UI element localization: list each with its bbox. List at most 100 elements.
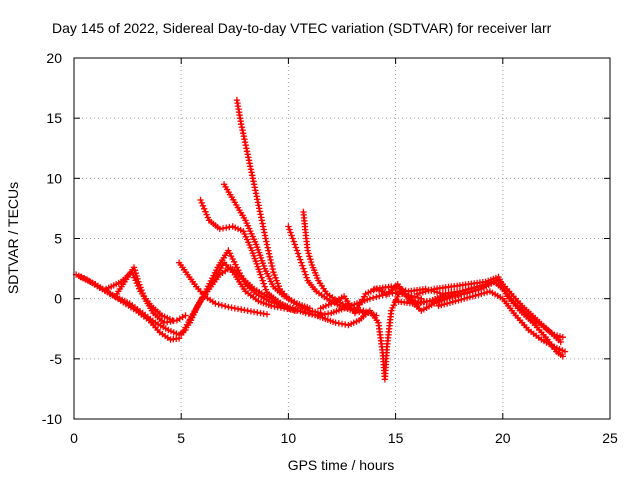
x-tick-label: 20 [495,430,511,446]
y-axis-label: SDTVAR / TECUs [5,182,21,294]
data-point [458,296,465,303]
series-arc-8 [175,259,271,318]
data-point [275,283,282,290]
data-point [304,247,311,254]
data-point [260,226,267,233]
data-point [455,297,462,304]
chart-title: Day 145 of 2022, Sidereal Day-to-day VTE… [52,20,552,36]
data-point [391,284,398,291]
data-point [273,277,280,284]
data-point [132,277,139,284]
data-point [169,317,176,324]
data-point [295,253,303,260]
data-point [416,289,424,297]
data-point [271,271,278,279]
data-point [305,250,312,257]
data-point [478,290,485,298]
data-point [297,256,304,263]
data-point [559,334,566,341]
data-point [288,232,295,239]
data-point [307,256,314,263]
data-point [256,205,263,212]
data-point [263,241,271,248]
data-point [441,301,448,308]
data-point [435,295,442,302]
series-arc-2 [77,273,183,343]
data-point [502,290,510,297]
data-point [129,271,137,279]
data-point [481,289,488,297]
series-arc-19 [413,273,566,360]
data-point [230,258,238,265]
series-layer [72,96,569,383]
y-tick-label: -10 [42,411,62,427]
data-point [260,280,267,287]
data-point [426,297,434,305]
data-point [258,274,265,281]
data-point [289,235,296,242]
data-point [269,265,276,273]
data-point [390,302,397,309]
data-point [265,250,273,257]
data-point [290,238,297,245]
data-point [197,196,204,204]
series-arc-9 [197,196,292,312]
data-point [306,253,313,260]
data-point [203,211,210,218]
data-point [239,127,246,134]
data-point [261,232,269,239]
data-point [238,121,245,128]
data-point [199,202,207,209]
data-point [438,301,445,309]
data-point [299,262,306,269]
data-point [438,294,445,302]
data-point [293,247,301,254]
data-point [243,236,251,243]
data-point [262,286,270,293]
data-point [215,301,222,308]
data-point [441,293,448,301]
data-point [265,247,272,254]
data-point [212,300,219,307]
data-point [201,205,208,212]
data-point [294,250,302,257]
x-tick-label: 15 [388,430,404,446]
data-point [225,247,232,254]
data-point [242,142,249,149]
data-point [235,267,242,274]
data-point [252,190,260,197]
data-point [268,259,275,267]
data-point [286,226,293,233]
data-point [452,297,459,305]
data-point [285,223,292,230]
y-tick-label: 10 [46,170,62,186]
series-arc-20 [435,288,569,355]
data-point [257,271,264,278]
data-point [130,264,138,271]
data-point [366,295,374,302]
x-tick-labels: 0 5 10 15 20 25 [70,430,618,446]
data-point [500,284,507,292]
data-point [291,241,298,248]
data-point [272,274,279,281]
data-point [249,175,256,182]
data-point [202,208,209,215]
data-point [369,294,377,301]
data-point [425,287,432,294]
data-point [446,299,454,306]
data-point [461,295,468,302]
data-point [497,279,505,286]
data-point [261,283,268,290]
data-point [459,287,466,294]
data-point [396,285,404,293]
data-point [402,287,409,294]
data-point [298,259,305,266]
data-point [472,292,479,299]
data-point [247,163,254,170]
data-point [388,307,395,314]
data-point [466,293,474,301]
series-arc-11 [220,181,313,312]
data-point [218,302,226,309]
